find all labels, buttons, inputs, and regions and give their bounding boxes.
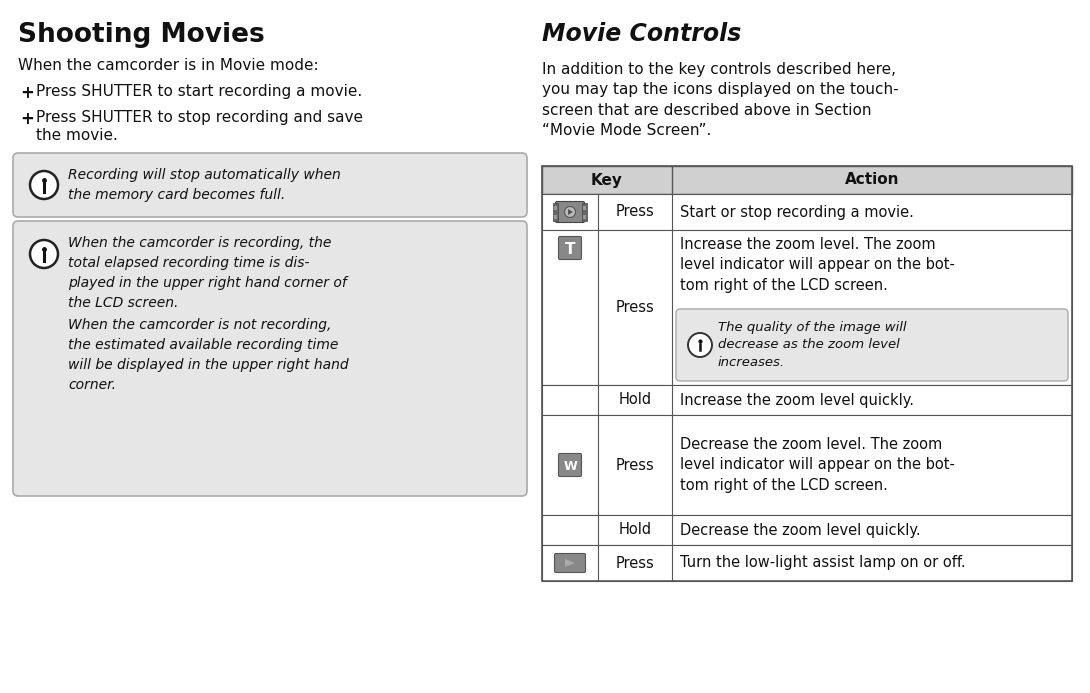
Bar <box>583 215 586 218</box>
Text: Increase the zoom level. The zoom
level indicator will appear on the bot-
tom ri: Increase the zoom level. The zoom level … <box>680 237 955 293</box>
Text: The quality of the image will
decrease as the zoom level
increases.: The quality of the image will decrease a… <box>718 322 907 369</box>
Text: +: + <box>20 110 34 128</box>
Text: W: W <box>564 459 577 473</box>
Text: Key: Key <box>591 173 623 188</box>
Bar <box>542 166 1071 581</box>
FancyBboxPatch shape <box>558 236 581 259</box>
Text: Hold: Hold <box>618 523 652 538</box>
Text: When the camcorder is in Movie mode:: When the camcorder is in Movie mode: <box>19 58 318 73</box>
Text: Shooting Movies: Shooting Movies <box>19 22 265 48</box>
Bar <box>583 206 586 209</box>
Bar <box>542 166 1071 194</box>
Text: When the camcorder is recording, the
total elapsed recording time is dis-
played: When the camcorder is recording, the tot… <box>68 236 347 310</box>
Text: Action: Action <box>845 173 899 188</box>
Text: Increase the zoom level quickly.: Increase the zoom level quickly. <box>680 392 915 407</box>
FancyBboxPatch shape <box>13 221 526 496</box>
Bar <box>542 230 1071 385</box>
Bar <box>553 203 558 221</box>
Bar <box>542 385 1071 415</box>
Text: +: + <box>20 84 34 102</box>
Bar <box>542 545 1071 581</box>
Bar <box>542 194 1071 230</box>
Text: Press: Press <box>616 556 654 570</box>
Text: Turn the low-light assist lamp on or off.: Turn the low-light assist lamp on or off… <box>680 556 966 570</box>
FancyBboxPatch shape <box>555 554 585 572</box>
Text: Decrease the zoom level quickly.: Decrease the zoom level quickly. <box>680 523 921 538</box>
Text: Recording will stop automatically when
the memory card becomes full.: Recording will stop automatically when t… <box>68 168 341 202</box>
Text: Hold: Hold <box>618 392 652 407</box>
FancyBboxPatch shape <box>558 453 581 477</box>
Text: Press SHUTTER to start recording a movie.: Press SHUTTER to start recording a movie… <box>36 84 362 99</box>
FancyBboxPatch shape <box>676 309 1068 381</box>
Bar <box>542 415 1071 515</box>
Bar <box>554 206 557 209</box>
Text: Decrease the zoom level. The zoom
level indicator will appear on the bot-
tom ri: Decrease the zoom level. The zoom level … <box>680 437 955 493</box>
Text: When the camcorder is not recording,
the estimated available recording time
will: When the camcorder is not recording, the… <box>68 318 349 392</box>
Text: In addition to the key controls described here,
you may tap the icons displayed : In addition to the key controls describe… <box>542 62 898 138</box>
Polygon shape <box>568 209 573 215</box>
Bar <box>542 515 1071 545</box>
FancyBboxPatch shape <box>556 202 584 222</box>
Circle shape <box>31 240 58 268</box>
Text: the movie.: the movie. <box>36 128 118 143</box>
Circle shape <box>688 333 712 357</box>
Polygon shape <box>565 559 576 567</box>
Bar <box>554 215 557 218</box>
Text: Press SHUTTER to stop recording and save: Press SHUTTER to stop recording and save <box>36 110 363 125</box>
FancyBboxPatch shape <box>13 153 526 217</box>
Bar <box>582 203 588 221</box>
Text: Movie Controls: Movie Controls <box>542 22 741 46</box>
Text: Press: Press <box>616 457 654 473</box>
Text: Press: Press <box>616 300 654 315</box>
Circle shape <box>565 207 576 218</box>
Text: Start or stop recording a movie.: Start or stop recording a movie. <box>680 204 913 220</box>
Circle shape <box>31 171 58 199</box>
Text: Press: Press <box>616 204 654 220</box>
Text: T: T <box>565 241 576 256</box>
